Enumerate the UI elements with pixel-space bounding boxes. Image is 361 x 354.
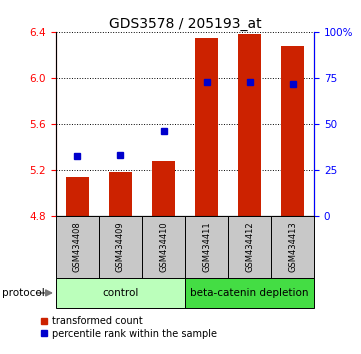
Bar [66, 177, 89, 216]
Bar [152, 161, 175, 216]
Bar [109, 172, 132, 216]
Text: beta-catenin depletion: beta-catenin depletion [190, 288, 309, 298]
Text: GSM434408: GSM434408 [73, 222, 82, 272]
Text: GSM434410: GSM434410 [159, 222, 168, 272]
Legend: transformed count, percentile rank within the sample: transformed count, percentile rank withi… [41, 316, 217, 339]
Bar [185, 216, 228, 278]
Text: GSM434413: GSM434413 [288, 222, 297, 272]
Bar [238, 34, 261, 216]
Bar [228, 216, 271, 278]
Bar [56, 216, 99, 278]
Bar [142, 216, 185, 278]
Title: GDS3578 / 205193_at: GDS3578 / 205193_at [109, 17, 261, 31]
Text: GSM434411: GSM434411 [202, 222, 211, 272]
Text: GSM434409: GSM434409 [116, 222, 125, 272]
Text: GSM434412: GSM434412 [245, 222, 254, 272]
Bar [281, 46, 304, 216]
Bar [99, 216, 142, 278]
Bar [56, 278, 185, 308]
Text: protocol: protocol [2, 288, 44, 298]
Bar [185, 278, 314, 308]
Bar [271, 216, 314, 278]
Text: control: control [102, 288, 139, 298]
Bar [195, 38, 218, 216]
